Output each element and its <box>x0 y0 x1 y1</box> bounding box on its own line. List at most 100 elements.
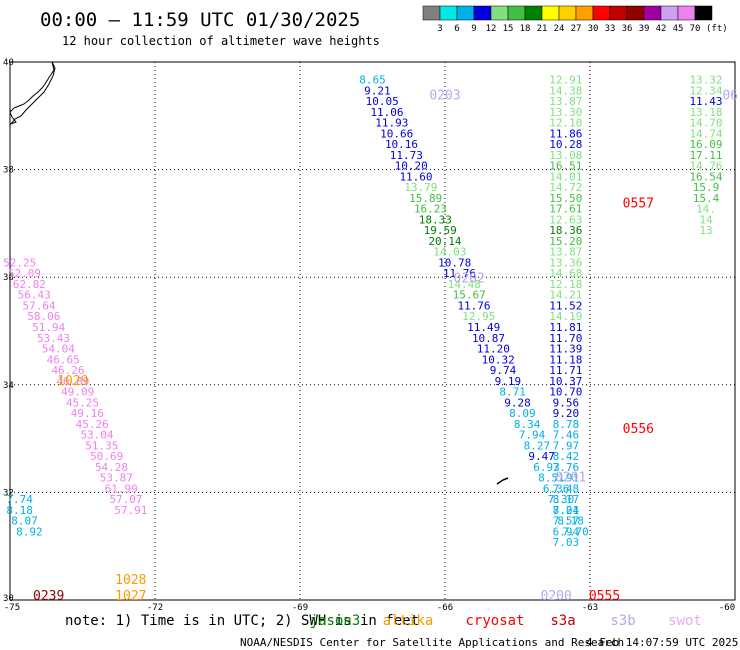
pass-time-label: 0557 <box>623 196 654 211</box>
legend-tick-label: 24 <box>554 24 565 34</box>
wave-height-value: 11.60 <box>399 170 432 183</box>
wave-height-value: 18.33 <box>419 213 452 226</box>
wave-height-value: 6.94 <box>553 525 580 538</box>
legend-swatch <box>694 5 713 21</box>
wave-height-value: 11.70 <box>549 332 582 345</box>
legend-tick-label: 27 <box>571 24 582 34</box>
wave-height-value: 14.72 <box>549 181 582 194</box>
wave-height-value: 13.18 <box>689 106 722 119</box>
wave-height-value: 45.25 <box>66 396 99 409</box>
legend-swatch <box>524 5 543 21</box>
legend-tick-label: 21 <box>537 24 548 34</box>
wave-height-value: 9.47 <box>528 450 555 463</box>
satellite-name: jason3 <box>310 613 361 629</box>
satellite-legend: jason3 altika cryosat s3a s3b swot <box>310 613 702 629</box>
wave-height-value: 10.78 <box>438 256 471 269</box>
legend-tick-label: 45 <box>673 24 684 34</box>
color-legend: 3 6 9 12 15 18 21 24 27 30 33 36 39 42 45 70 (ft) <box>422 5 728 34</box>
coastline-icon <box>9 61 56 126</box>
wave-height-value: 17.61 <box>549 203 582 216</box>
legend-tick-label: 15 <box>503 24 514 34</box>
wave-height-value: 11.93 <box>375 117 408 130</box>
wave-height-value: 10.87 <box>472 332 505 345</box>
wave-height-value: 50.69 <box>90 450 123 463</box>
legend-swatch <box>558 5 577 21</box>
wave-height-value: 8.51 <box>538 472 565 485</box>
wave-height-value: 10.70 <box>549 386 582 399</box>
wave-height-value: 10.66 <box>380 127 413 140</box>
x-tick-label: -63 <box>582 603 598 613</box>
wave-height-value: 46.65 <box>47 353 80 366</box>
wave-height-value: 10.16 <box>385 138 418 151</box>
legend-tick-label: 12 <box>486 24 497 34</box>
x-tick-label: -72 <box>147 603 163 613</box>
pass-time-label: 1028 <box>115 573 146 588</box>
wave-height-value: 8.09 <box>509 407 536 420</box>
wave-height-value: 15.89 <box>409 192 442 205</box>
wave-height-value: 15.4 <box>693 192 720 205</box>
legend-swatch <box>456 5 475 21</box>
satellite-name: swot <box>668 613 702 629</box>
wave-height-value: 11.49 <box>467 321 500 334</box>
chart-subtitle: 12 hour collection of altimeter wave hei… <box>62 34 380 48</box>
y-tick-label: 32 <box>3 488 14 498</box>
wave-height-value: 13.08 <box>549 149 582 162</box>
wave-height-value: 13.30 <box>549 106 582 119</box>
wave-height-value: 7.30 <box>548 493 575 506</box>
wave-height-value: 7.97 <box>553 439 580 452</box>
wave-height-value: 13.32 <box>689 74 722 87</box>
wave-height-value: 9.20 <box>553 407 580 420</box>
satellite-name: s3b <box>610 613 635 629</box>
legend-swatch <box>626 5 645 21</box>
wave-height-value: 12.10 <box>549 117 582 130</box>
satellite-name: altika <box>383 613 434 629</box>
wave-height-value: 11.20 <box>477 343 510 356</box>
pass-time-label: 0555 <box>589 589 620 604</box>
wave-height-value: 52.25 <box>3 256 36 269</box>
track-segment-icon <box>496 477 509 485</box>
y-tick-label: 38 <box>3 166 14 176</box>
legend-swatch <box>592 5 611 21</box>
wave-height-value: 15.50 <box>549 192 582 205</box>
pass-time-label: 1027 <box>115 589 146 604</box>
wave-height-value: 15.67 <box>453 289 486 302</box>
legend-tick-label: 9 <box>471 24 476 34</box>
wave-height-points: 8.659.2110.0511.0611.9310.6610.1611.7310… <box>3 74 723 550</box>
wave-height-value: 54.04 <box>42 343 75 356</box>
wave-height-value: 51.35 <box>85 439 118 452</box>
wave-height-value: 7.03 <box>553 536 580 549</box>
chart-title: 00:00 – 11:59 UTC 01/30/2025 <box>40 9 360 31</box>
legend-tick-label: 30 <box>588 24 599 34</box>
wave-height-value: 45.26 <box>76 418 109 431</box>
wave-height-value: 14.74 <box>689 127 722 140</box>
wave-height-value: 10.37 <box>549 375 582 388</box>
y-tick-label: 36 <box>3 273 14 283</box>
wave-height-value: 11.39 <box>549 343 582 356</box>
wave-height-value: 9.56 <box>553 396 580 409</box>
pass-time-label: 1029 <box>57 374 88 389</box>
legend-swatch <box>575 5 594 21</box>
wave-height-value: 56.43 <box>18 289 51 302</box>
wave-height-value: 7.94 <box>519 429 546 442</box>
wave-height-value: 14.70 <box>689 117 722 130</box>
wave-height-value: 13 <box>699 224 712 237</box>
wave-height-value: 14.68 <box>549 267 582 280</box>
wave-height-value: 8.42 <box>553 450 580 463</box>
wave-height-value: 49.16 <box>71 407 104 420</box>
y-tick-label: 40 <box>3 58 14 68</box>
wave-height-value: 54.28 <box>95 461 128 474</box>
legend-swatch <box>677 5 696 21</box>
wave-height-value: 10.20 <box>395 160 428 173</box>
wave-height-value: 14.48 <box>448 278 481 291</box>
wave-height-value: 8.07 <box>11 515 38 528</box>
pass-time-label: 0202 <box>454 272 485 287</box>
wave-height-value: 13.36 <box>549 256 582 269</box>
wave-height-value: 11.81 <box>549 321 582 334</box>
wave-height-value: 57.64 <box>22 299 55 312</box>
legend-swatch <box>439 5 458 21</box>
legend-swatch <box>473 5 492 21</box>
legend-swatch <box>541 5 560 21</box>
wave-height-value: 53.43 <box>37 332 70 345</box>
grid-lines <box>10 62 735 600</box>
pass-time-label: 0556 <box>623 422 654 437</box>
